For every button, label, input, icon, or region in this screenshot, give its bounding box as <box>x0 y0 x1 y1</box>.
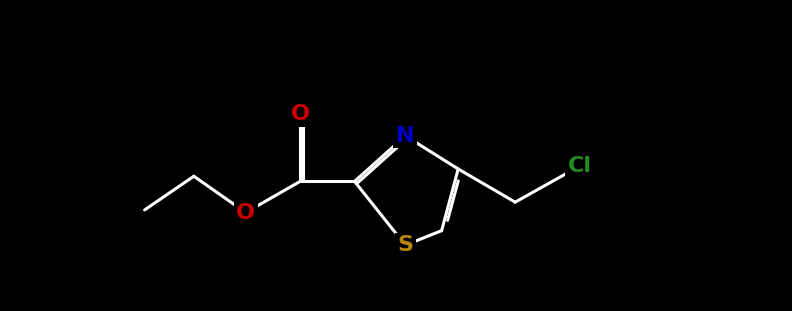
Text: Cl: Cl <box>568 156 592 176</box>
Text: S: S <box>398 235 413 255</box>
Text: N: N <box>396 126 414 146</box>
Text: O: O <box>236 202 255 222</box>
Text: O: O <box>291 104 310 124</box>
